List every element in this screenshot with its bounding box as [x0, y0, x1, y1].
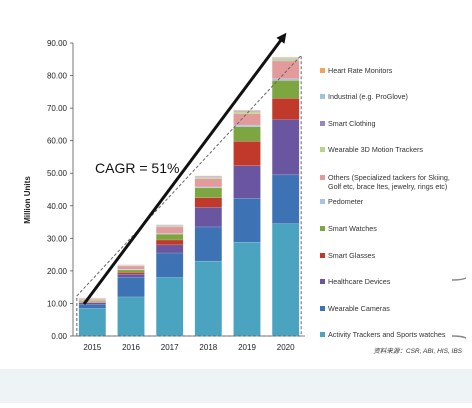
legend-label: Healthcare Devices: [328, 277, 391, 286]
y-tick-label: 70.00: [47, 104, 68, 113]
y-tick-label: 50.00: [47, 169, 68, 178]
bar-segment: [79, 304, 106, 308]
trend-outline: [77, 55, 301, 336]
x-tick-label: 2018: [199, 343, 217, 352]
bar-segment: [272, 120, 299, 175]
legend-swatch: [320, 306, 325, 311]
bar-segment: [272, 79, 299, 81]
y-tick-label: 40.00: [47, 202, 68, 211]
bar-segment: [156, 240, 183, 245]
legend-label: Activity Trackers and Sports watches: [328, 330, 446, 339]
bar-segment: [156, 227, 183, 234]
bar-segment: [234, 127, 261, 142]
bar-segment: [118, 266, 145, 269]
legend-label: Smart Glasses: [328, 251, 376, 260]
side-decoration: [452, 278, 466, 280]
legend-label: Others (Specialized tackers for Skiing,G…: [328, 173, 450, 191]
bar-segment: [234, 166, 261, 199]
bar-segment: [79, 299, 106, 301]
legend-swatch: [320, 94, 325, 99]
bar-segment: [234, 242, 261, 336]
bars: [79, 57, 299, 336]
bar-segment: [195, 227, 222, 261]
legend-label: Industrial (e.g. ProGlove): [328, 92, 408, 101]
legend-swatch: [320, 279, 325, 284]
bar-segment: [156, 253, 183, 277]
bar-segment: [156, 277, 183, 336]
y-axis-label: Million Units: [23, 176, 32, 224]
legend-swatch: [320, 199, 325, 204]
bar-segment: [195, 176, 222, 177]
legend-swatch: [320, 121, 325, 126]
bar-segment: [118, 297, 145, 336]
y-tick-label: 90.00: [47, 39, 68, 48]
legend-swatch: [320, 147, 325, 152]
legend-label: Wearable Cameras: [328, 304, 390, 313]
bar-segment: [118, 270, 145, 273]
legend-label: Pedometer: [328, 197, 364, 206]
bar-segment: [234, 110, 261, 111]
legend-swatch: [320, 175, 325, 180]
cagr-annotation: CAGR = 51%: [95, 160, 179, 176]
x-tick-label: 2020: [277, 343, 295, 352]
bar-segment: [156, 234, 183, 240]
y-tick-label: 60.00: [47, 137, 68, 146]
y-tick-label: 30.00: [47, 234, 68, 243]
bar-segment: [272, 98, 299, 119]
y-tick-label: 0.00: [51, 332, 67, 341]
y-tick-label: 80.00: [47, 72, 68, 81]
bar-segment: [234, 141, 261, 165]
y-tick-label: 20.00: [47, 267, 68, 276]
bar-segment: [272, 59, 299, 61]
source-note: 资料来源：CSR, ABI, HIS, IBS: [373, 347, 462, 355]
side-decoration: [452, 336, 466, 338]
x-tick-label: 2015: [83, 343, 101, 352]
bar-segment: [118, 277, 145, 297]
bar-segment: [234, 125, 261, 127]
legend-label: Smart Watches: [328, 224, 377, 233]
legend-swatch: [320, 253, 325, 258]
bar-segment: [118, 274, 145, 277]
legend-label: Smart Clothing: [328, 119, 376, 128]
bar-segment: [272, 175, 299, 224]
bar-segment: [195, 207, 222, 227]
bar-segment: [272, 224, 299, 336]
x-tick-label: 2016: [122, 343, 140, 352]
bar-segment: [272, 57, 299, 58]
legend-swatch: [320, 226, 325, 231]
bar-segment: [272, 61, 299, 79]
legend: Heart Rate Monitors Industrial (e.g. ProG…: [320, 66, 450, 339]
bar-segment: [195, 261, 222, 336]
bar-segment: [195, 198, 222, 208]
bar-segment: [234, 198, 261, 242]
x-tick-label: 2017: [161, 343, 179, 352]
bar-segment: [118, 273, 145, 275]
bar-segment: [195, 179, 222, 187]
legend-swatch: [320, 68, 325, 73]
legend-label: Wearable 3D Motion Trackers: [328, 145, 423, 154]
bar-segment: [272, 80, 299, 98]
legend-swatch: [320, 332, 325, 337]
y-tick-label: 10.00: [47, 299, 68, 308]
bar-segment: [79, 308, 106, 336]
bar-segment: [156, 245, 183, 253]
legend-label: Heart Rate Monitors: [328, 66, 393, 75]
x-tick-label: 2019: [238, 343, 256, 352]
trend-outline-dashed: [77, 55, 301, 336]
bar-segment: [195, 188, 222, 198]
